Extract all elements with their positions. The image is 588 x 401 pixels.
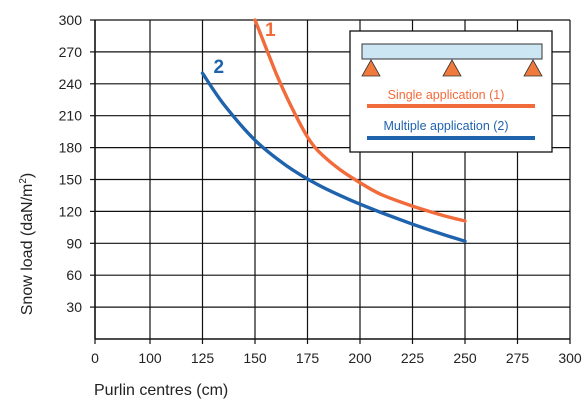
- x-tick-label-150: 150: [243, 350, 267, 366]
- support-left-icon: [361, 59, 381, 77]
- y-axis-title: Snow load (daN/m2): [18, 173, 36, 316]
- x-tick-label-275: 275: [506, 350, 530, 366]
- support-middle-icon: [442, 59, 462, 77]
- x-tick-label-125: 125: [191, 350, 215, 366]
- x-tick-label-225: 225: [401, 350, 425, 366]
- legend-label-multiple: Multiple application (2): [383, 119, 508, 133]
- y-tick-label-150: 150: [59, 172, 83, 188]
- x-tick-label-300: 300: [558, 350, 582, 366]
- y-tick-label-120: 120: [59, 203, 83, 219]
- tick-labels: 30 60 90 120 150 180 210 240 270 300 0 100 125 150 175…: [59, 12, 582, 366]
- series: 12: [200, 18, 467, 243]
- y-tick-label-180: 180: [59, 140, 83, 156]
- y-tick-label-210: 210: [59, 108, 83, 124]
- axes: [90, 19, 571, 344]
- x-tick-label-250: 250: [453, 350, 477, 366]
- y-tick-label-270: 270: [59, 44, 83, 60]
- x-tick-label-200: 200: [348, 350, 372, 366]
- beam-icon: [361, 43, 543, 60]
- y-tick-label-60: 60: [66, 267, 82, 283]
- x-tick-label-0: 0: [91, 350, 99, 366]
- legend: Single application (1) Multiple applicat…: [349, 30, 553, 153]
- y-tick-label-300: 300: [59, 12, 83, 28]
- x-tick-label-175: 175: [296, 350, 320, 366]
- legend-label-single: Single application (1): [388, 88, 505, 102]
- series-label-1: 1: [265, 20, 276, 41]
- series-line-2: [200, 71, 467, 243]
- series-label-2: 2: [214, 57, 225, 78]
- y-tick-label-240: 240: [59, 76, 83, 92]
- x-tick-label-100: 100: [138, 350, 162, 366]
- y-tick-label-30: 30: [66, 299, 82, 315]
- x-axis-title: Purlin centres (cm): [94, 382, 228, 399]
- y-tick-label-90: 90: [66, 235, 82, 251]
- series-line-1: [253, 18, 467, 223]
- support-right-icon: [523, 59, 543, 77]
